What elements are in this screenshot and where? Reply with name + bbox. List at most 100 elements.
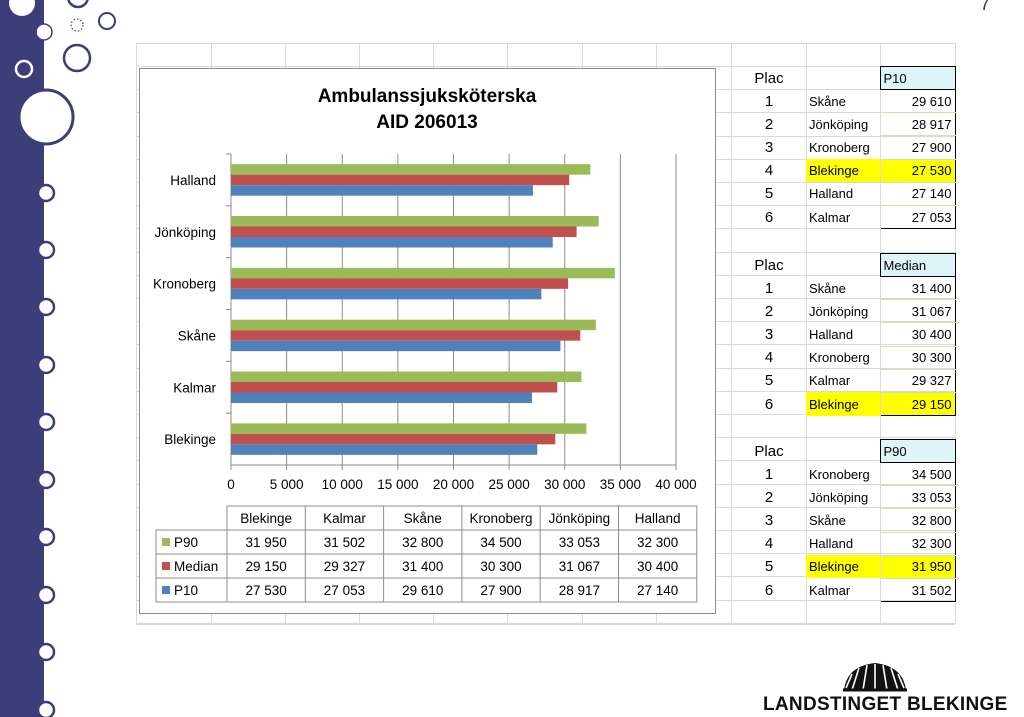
region-cell: Halland: [806, 182, 881, 206]
ranking-table-median: Plac Median 1 Skåne 31 400 2 Jönköping 31 067 3 H…: [732, 253, 956, 417]
ranking-row: 2 Jönköping 28 917: [732, 112, 956, 137]
deco-circle-ring: [14, 59, 34, 79]
place-cell: 1: [764, 465, 774, 483]
bar-p90: [231, 423, 587, 434]
x-tick-label: 20 000: [433, 477, 474, 492]
data-table-header: Blekinge: [240, 511, 292, 526]
region-cell: Kronoberg: [806, 135, 881, 160]
place-cell: 3: [764, 325, 774, 343]
place-header: Plac: [754, 69, 784, 87]
ranking-row: 3 Skåne 32 800: [732, 508, 956, 533]
blank-header: [806, 67, 880, 90]
place-cell: 2: [764, 115, 774, 133]
chart-subtitle: AID 206013: [376, 112, 477, 133]
value-cell: 31 067: [879, 299, 956, 324]
chart-area: Ambulanssjuksköterska AID 206013 0 5 000 10 …: [139, 68, 716, 614]
place-cell: 3: [764, 511, 774, 529]
data-table-value: 27 140: [637, 583, 678, 598]
x-tick-label: 10 000: [322, 477, 363, 492]
deco-circle-filled-large: [17, 88, 75, 146]
data-table-value: 27 530: [246, 583, 287, 598]
value-cell: 27 053: [879, 205, 956, 230]
legend-swatch-median: [162, 562, 170, 570]
value-cell: 31 950: [879, 555, 956, 579]
legend-label: P90: [174, 535, 198, 550]
data-table-header: Skåne: [404, 511, 442, 526]
bar-p10: [231, 288, 542, 300]
legend-label: Median: [174, 559, 218, 574]
region-cell: Kronoberg: [806, 346, 881, 370]
place-cell: 6: [764, 395, 774, 413]
deco-circle-small: [35, 23, 53, 41]
bar-p90: [231, 371, 582, 382]
ranking-row: 3 Halland 30 400: [732, 322, 956, 347]
region-cell: Kalmar: [806, 578, 881, 602]
value-cell: 28 917: [879, 112, 956, 137]
deco-circle-ring: [98, 12, 116, 30]
bar-median: [231, 278, 569, 289]
data-table-value: 34 500: [480, 535, 521, 550]
logo-text: LANDSTINGET BLEKINGE: [763, 694, 1008, 715]
bar-median: [231, 433, 556, 445]
ranking-row: 4 Halland 32 300: [732, 532, 956, 556]
region-cell: Skåne: [806, 276, 881, 300]
region-cell: Halland: [806, 532, 881, 556]
deco-circle-ring: [67, 0, 89, 9]
data-table-value: 32 300: [637, 535, 678, 550]
data-table-header: Jönköping: [549, 511, 611, 526]
data-table-value: 29 150: [246, 559, 287, 574]
x-tick-label: 35 000: [600, 477, 641, 492]
value-cell: 30 300: [879, 346, 956, 370]
value-cell: 31 502: [879, 578, 956, 603]
blekinge-crown-logo-icon: [843, 663, 907, 692]
data-table-value: 27 053: [324, 583, 365, 598]
bar-p10: [231, 340, 561, 352]
place-cell: 4: [764, 162, 774, 180]
bar-median: [231, 226, 577, 237]
place-cell: 2: [764, 488, 774, 506]
data-table-value: 31 067: [559, 559, 600, 574]
bar-p10: [231, 185, 533, 196]
y-category-label: Kalmar: [173, 380, 216, 395]
y-category-label: Jönköping: [154, 225, 216, 240]
data-table-value: 30 400: [637, 559, 678, 574]
ranking-row: 1 Kronoberg 34 500: [732, 462, 956, 487]
data-table-value: 32 800: [402, 535, 443, 550]
region-cell: Skåne: [806, 508, 881, 533]
data-table-value: 30 300: [480, 559, 521, 574]
ranking-header-row: Plac P90: [732, 439, 956, 463]
value-cell: 30 400: [879, 322, 956, 347]
region-cell: Jönköping: [806, 299, 881, 323]
ranking-header-row: Plac Median: [732, 253, 956, 277]
data-table-header: Kalmar: [323, 511, 366, 526]
value-cell: 27 140: [879, 182, 956, 206]
ranking-row: 3 Kronoberg 27 900: [732, 135, 956, 160]
blank-header: [806, 254, 880, 277]
ranking-row: 4 Blekinge 27 530: [732, 159, 956, 183]
data-table-value: 29 610: [402, 583, 443, 598]
place-cell: 6: [764, 208, 774, 226]
region-cell: Blekinge: [806, 392, 881, 416]
ranking-row: 4 Kronoberg 30 300: [732, 346, 956, 370]
ranking-row: 6 Kalmar 31 502: [732, 578, 956, 603]
place-cell: 1: [764, 92, 774, 110]
deco-dot-column: [36, 183, 56, 717]
legend-swatch-p90: [162, 538, 170, 546]
data-table-value: 33 053: [559, 535, 600, 550]
ranking-header-row: Plac P10: [732, 66, 956, 90]
legend-swatch-p10: [162, 586, 170, 594]
x-tick-label: 5 000: [270, 477, 304, 492]
bar-chart: Ambulanssjuksköterska AID 206013 0 5 000 10 …: [153, 86, 698, 603]
legend-label: P10: [174, 583, 198, 598]
place-cell: 6: [764, 581, 774, 599]
ranking-row: 2 Jönköping 33 053: [732, 485, 956, 510]
place-header: Plac: [754, 442, 784, 460]
data-table-header: Kronoberg: [470, 511, 533, 526]
measure-header: Median: [879, 253, 956, 277]
page-number: 7: [980, 0, 991, 14]
bar-p90: [231, 319, 596, 331]
ranking-row: 6 Blekinge 29 150: [732, 392, 956, 417]
region-cell: Jönköping: [806, 112, 881, 136]
ranking-row: 5 Blekinge 31 950: [732, 555, 956, 579]
ranking-row: 6 Kalmar 27 053: [732, 205, 956, 230]
